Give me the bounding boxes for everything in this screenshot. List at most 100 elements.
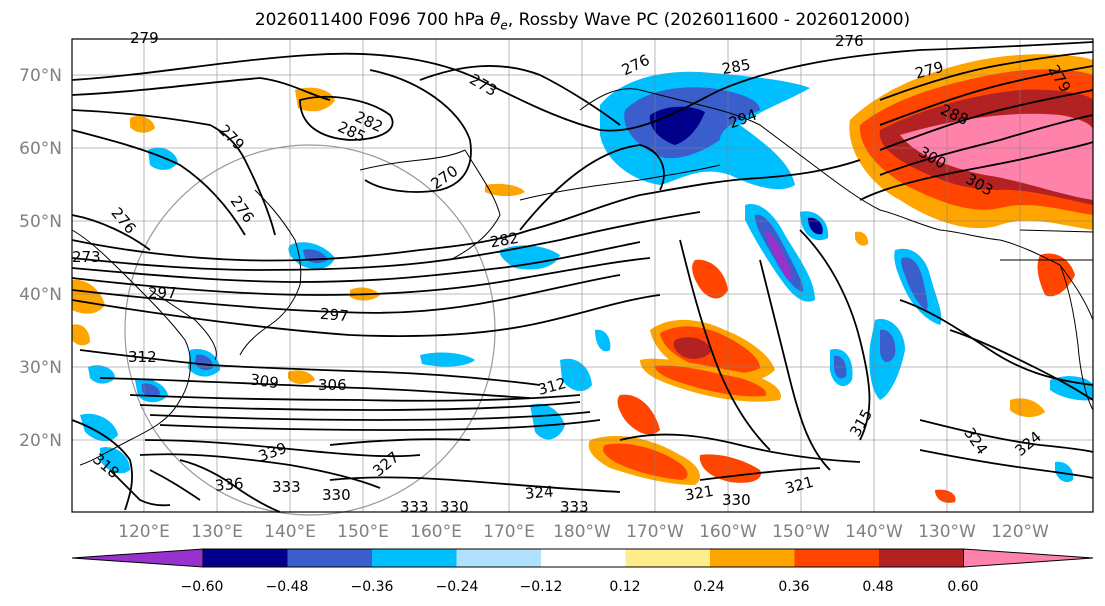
lat-label: 40°N	[19, 285, 62, 305]
colorbar-tick-label: −0.48	[266, 579, 309, 595]
contour-label: 330	[322, 486, 351, 504]
contour-label: 333	[400, 498, 429, 516]
longitude-labels: 120°E 130°E 140°E 150°E 160°E 170°E 180°…	[118, 522, 1049, 542]
contour-label: 336	[214, 474, 244, 494]
lon-label: 160°E	[410, 522, 462, 542]
contour-label: 333	[560, 498, 589, 516]
negative-anomaly-northwest-us-inner	[901, 257, 928, 310]
positive-anomaly-far-east-2	[1010, 398, 1045, 418]
negative-anomaly-bering-core	[649, 106, 705, 145]
contour-label: 285	[720, 55, 751, 78]
positive-anomaly-small-east	[855, 231, 869, 246]
negative-anomaly-streak-core	[765, 230, 792, 280]
contour-label: 312	[536, 374, 568, 399]
contour-label: 273	[466, 70, 500, 100]
lat-label: 20°N	[19, 431, 62, 451]
lon-label: 140°E	[264, 522, 316, 542]
negative-anomaly-west-3-inner	[142, 383, 160, 397]
colorbar-tick-label: −0.36	[351, 579, 394, 595]
negative-anomaly-mid-lat-1	[420, 352, 475, 367]
colorbar-segment	[287, 549, 373, 567]
lat-label: 50°N	[19, 212, 62, 232]
contour-label: 339	[256, 439, 289, 466]
colorbar-tick-label: −0.12	[520, 579, 563, 595]
contour-label: 321	[783, 473, 815, 498]
contour-label: 282	[489, 229, 520, 252]
positive-anomaly-bering-small	[485, 183, 525, 197]
positive-anomaly-south-2-inner	[603, 443, 688, 480]
colorbar-tick-label: 0.36	[778, 579, 809, 595]
colorbar-segment	[203, 549, 288, 567]
negative-anomaly-west-1	[148, 147, 178, 170]
colorbar-segment	[710, 549, 795, 567]
theta-e-contours	[71, 41, 1094, 513]
contour-label: 270	[428, 162, 462, 193]
colorbar-extend-max	[963, 548, 1094, 568]
colorbar-extend-min	[71, 548, 204, 568]
contour-label: 297	[319, 305, 349, 325]
coastlines	[71, 88, 1094, 466]
plot-title: 2026011400 F096 700 hPa θe, Rossby Wave …	[254, 10, 911, 33]
positive-anomaly-west-2	[130, 116, 155, 133]
colorbar-tick-label: −0.60	[181, 579, 224, 595]
contour-label: 324	[1011, 428, 1045, 460]
colorbar-segment	[456, 549, 542, 567]
positive-anomaly-small-orange	[692, 259, 728, 299]
colorbar-tick-label: 0.48	[862, 579, 893, 595]
colorbar-tick-labels: −0.60 −0.48 −0.36 −0.24 −0.12 0.12 0.24 …	[181, 579, 979, 595]
colorbar-tick-label: 0.12	[609, 579, 640, 595]
positive-anomaly-east-small	[935, 489, 956, 503]
contour-label: 279	[215, 121, 248, 154]
negative-anomaly-small-2	[808, 217, 823, 235]
contour-label: 273	[72, 248, 101, 266]
lon-label: 120°E	[118, 522, 170, 542]
contour-label: 324	[960, 424, 991, 458]
lon-label: 130°E	[191, 522, 243, 542]
lon-label: 120°W	[991, 522, 1049, 542]
colorbar-outline	[202, 548, 964, 568]
contour-label: 324	[524, 482, 554, 502]
lon-label: 160°W	[699, 522, 757, 542]
lon-label: 150°W	[772, 522, 830, 542]
positive-anomaly-west-1	[295, 87, 335, 112]
contour-label: 279	[130, 29, 159, 47]
lon-label: 140°W	[845, 522, 903, 542]
negative-anomaly-west-5	[80, 413, 118, 442]
negative-anomaly-bering-strait-patch	[499, 245, 560, 270]
negative-anomaly-mid-lat-4	[595, 329, 611, 352]
lat-label: 70°N	[19, 66, 62, 86]
colorbar-segment	[879, 549, 964, 567]
contour-label: 276	[107, 204, 139, 238]
colorbar-segment	[794, 549, 880, 567]
latitude-labels: 70°N 60°N 50°N 40°N 30°N 20°N	[19, 66, 62, 451]
contour-label: 330	[440, 498, 469, 516]
contour-label: 312	[128, 348, 157, 366]
colorbar-segment	[541, 549, 626, 567]
positive-anomaly-mid-pacific-core	[673, 337, 712, 359]
lon-label: 150°E	[337, 522, 389, 542]
colorbar-segment	[625, 549, 711, 567]
positive-anomaly-south-3	[699, 454, 761, 483]
negative-anomaly-west-2-inner	[195, 354, 214, 371]
colorbar	[71, 548, 1094, 568]
contour-label: 297	[148, 284, 177, 302]
positive-anomaly-west-4	[72, 324, 90, 346]
lon-label: 180°W	[553, 522, 611, 542]
lat-label: 60°N	[19, 139, 62, 159]
colorbar-segment	[372, 549, 457, 567]
negative-anomaly-mid-lat-3	[530, 403, 565, 440]
colorbar-tick-label: −0.24	[436, 579, 479, 595]
lon-label: 170°W	[626, 522, 684, 542]
map-frame	[71, 38, 1094, 513]
colorbar-tick-label: 0.60	[947, 579, 978, 595]
lat-label: 30°N	[19, 358, 62, 378]
negative-anomaly-far-east-2	[1055, 461, 1074, 483]
negative-anomaly-southwest	[100, 447, 130, 474]
negative-anomaly-west-4	[88, 365, 115, 384]
contour-label: 327	[369, 448, 403, 480]
contour-label: 321	[683, 482, 714, 505]
contour-label: 333	[272, 478, 301, 496]
contour-label: 306	[318, 376, 347, 394]
positive-anomaly-south-1	[617, 394, 660, 435]
lon-label: 170°E	[483, 522, 535, 542]
